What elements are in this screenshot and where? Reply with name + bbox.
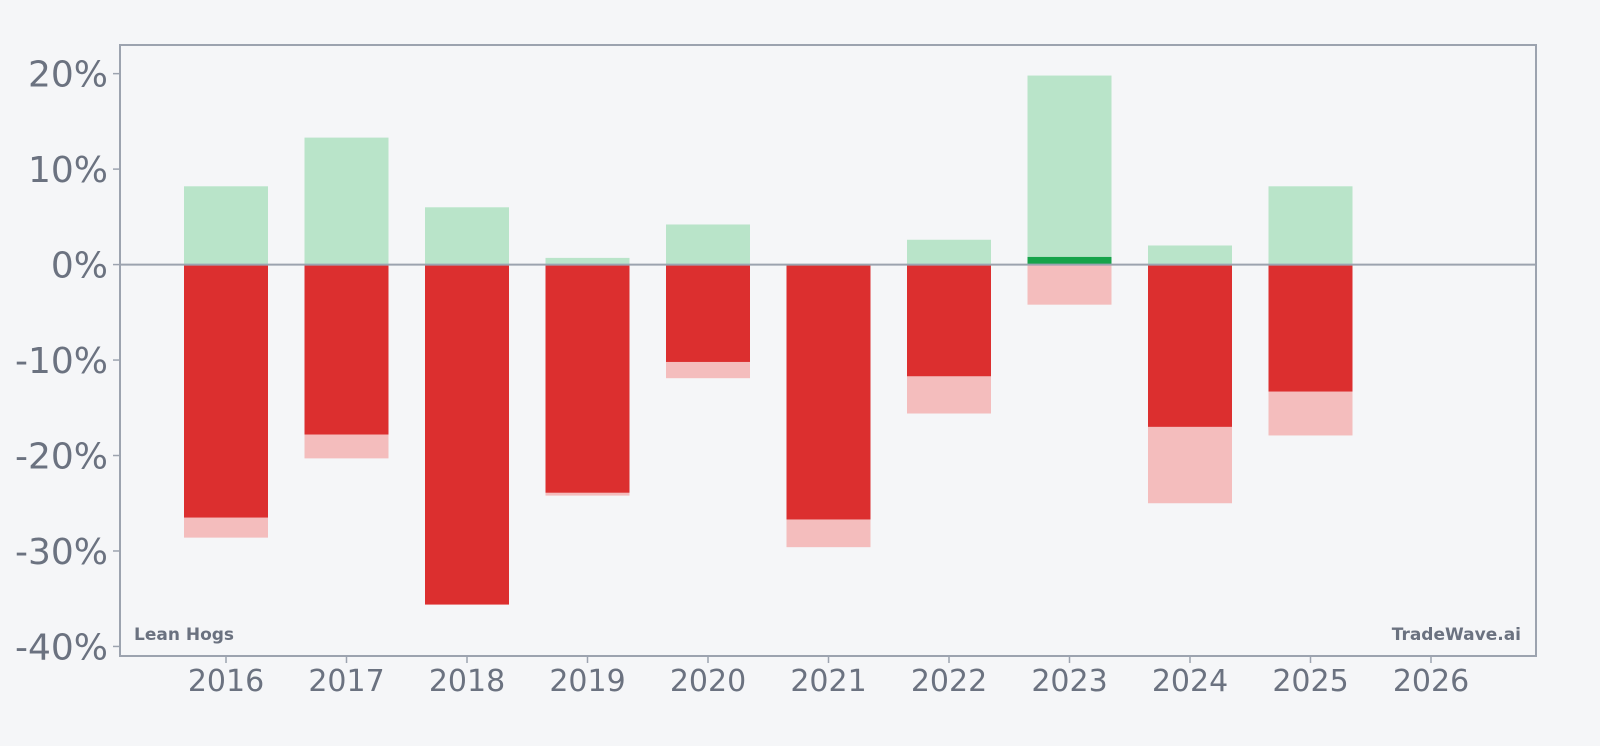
x-tick-label: 2024 (1152, 664, 1228, 699)
y-tick-label: -20% (15, 437, 108, 478)
bar-min-2019 (545, 492, 630, 496)
x-tick-label: 2025 (1272, 664, 1348, 699)
bar-max-2022 (907, 239, 991, 265)
bar-close-2022 (907, 264, 991, 377)
bar-min-2020 (666, 361, 750, 379)
x-tick-label: 2016 (188, 664, 264, 699)
bar-min-2022 (907, 376, 991, 414)
y-tick-label: -10% (15, 341, 108, 382)
bar-close-2021 (786, 264, 871, 520)
bar-close-2017 (304, 264, 389, 435)
bar-min-2025 (1268, 391, 1353, 436)
bar-max-2025 (1268, 186, 1353, 265)
bar-max-2024 (1148, 245, 1232, 265)
bar-close-2025 (1268, 264, 1353, 392)
bar-min-2018 (425, 604, 509, 605)
y-tick-label: 20% (28, 55, 108, 96)
bar-close-2019 (545, 264, 630, 493)
bar-min-2021 (786, 519, 871, 548)
bar-close-2020 (666, 264, 750, 362)
bar-max-2017 (304, 137, 389, 265)
bar-max-2016 (184, 186, 268, 265)
x-axis: 2016 2017 2018 2019 2020 2021 2022 2023 2024 2025… (188, 656, 1469, 699)
y-tick-label: -30% (15, 532, 108, 573)
bar-max-2019 (545, 257, 630, 265)
bars-group (184, 75, 1353, 605)
bar-min-2024 (1148, 426, 1232, 504)
bar-max-2018 (425, 207, 509, 265)
bar-min-2016 (184, 517, 268, 538)
y-tick-label: 0% (51, 246, 108, 287)
x-tick-label: 2018 (429, 664, 505, 699)
x-tick-label: 2017 (308, 664, 384, 699)
bar-min-2017 (304, 434, 389, 459)
instrument-label: Lean Hogs (134, 625, 234, 645)
bar-close-2023 (1027, 256, 1112, 265)
bar-max-2020 (666, 224, 750, 265)
bar-close-2024 (1148, 264, 1232, 427)
x-tick-label: 2019 (549, 664, 625, 699)
y-tick-label: 10% (28, 150, 108, 191)
x-tick-label: 2022 (911, 664, 987, 699)
brand-label: TradeWave.ai (1392, 625, 1521, 645)
x-tick-label: 2026 (1393, 664, 1469, 699)
bar-close-2018 (425, 264, 509, 605)
y-tick-label: -40% (15, 627, 108, 668)
bar-max-2023 (1027, 75, 1112, 265)
x-tick-label: 2021 (790, 664, 866, 699)
x-tick-label: 2020 (670, 664, 746, 699)
x-tick-label: 2023 (1031, 664, 1107, 699)
y-axis: 20% 10% 0% -10% -20% -30% -40% (15, 55, 120, 668)
bar-close-2016 (184, 264, 268, 518)
bar-min-2023 (1027, 264, 1112, 305)
